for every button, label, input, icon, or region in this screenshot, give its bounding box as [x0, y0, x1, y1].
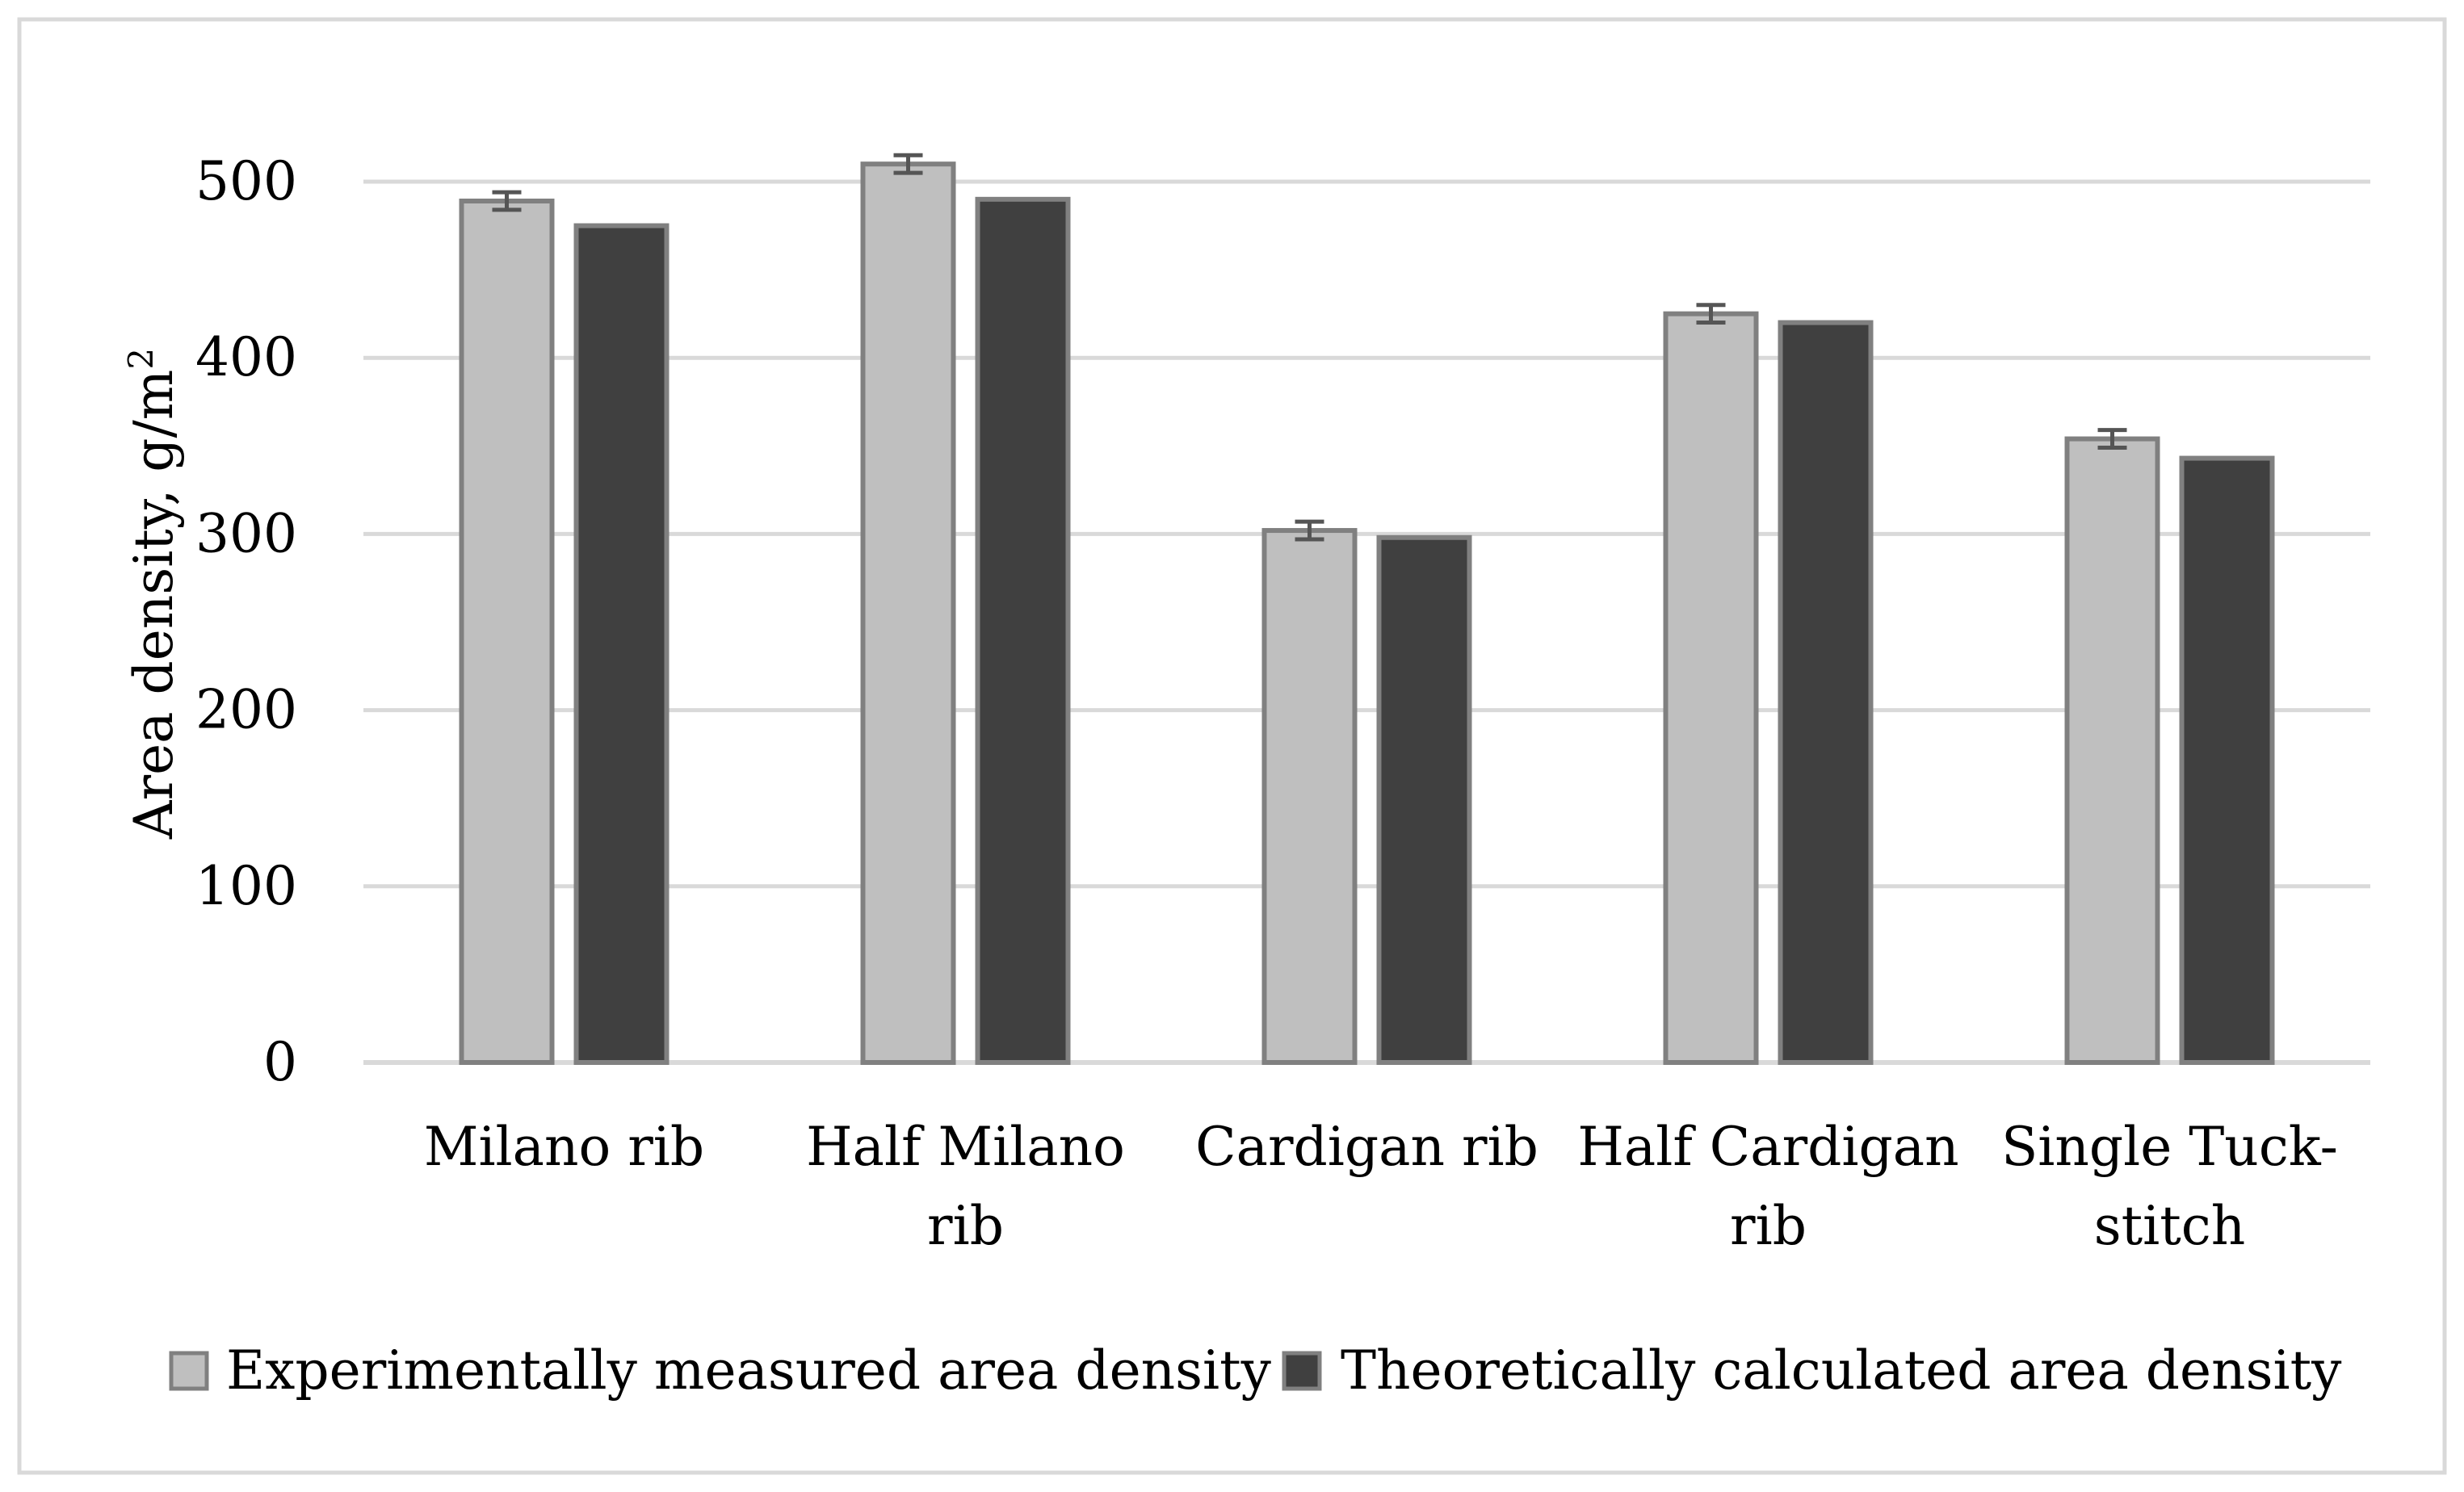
- bar: [1261, 528, 1358, 1065]
- legend-swatch: [169, 1351, 209, 1391]
- x-tick-label: Half Milano rib: [806, 1116, 1125, 1257]
- y-tick-label: 100: [195, 855, 297, 917]
- legend-swatch: [1282, 1351, 1322, 1391]
- bar: [459, 199, 555, 1066]
- bar: [1778, 320, 1874, 1065]
- x-tick-label: Cardigan rib: [1195, 1116, 1538, 1178]
- gridlines: [363, 179, 2370, 1065]
- x-tick-labels: Milano rib Half Milano rib Cardigan rib Half…: [424, 1116, 2338, 1257]
- y-tick-label: 500: [195, 150, 297, 212]
- x-tick-label: Half Cardigan rib: [1577, 1116, 1958, 1257]
- y-tick-label: 0: [263, 1031, 297, 1093]
- bar: [1376, 534, 1472, 1065]
- x-tick-label: Single Tuck-stitch: [2001, 1116, 2338, 1257]
- y-axis-title-text: Area density, g/m: [123, 370, 185, 840]
- bar: [2064, 436, 2160, 1065]
- error-bars: [492, 153, 2127, 542]
- bar: [2179, 455, 2275, 1065]
- bar: [975, 196, 1071, 1066]
- legend-label: Experimentally measured area density: [226, 1339, 1272, 1402]
- chart-border: [17, 17, 2447, 1475]
- y-tick-labels: 0 100 200 300 400 500: [195, 150, 297, 1093]
- y-tick-label: 200: [195, 679, 297, 741]
- bars: [459, 161, 2275, 1066]
- y-axis-title-superscript: 2: [121, 348, 161, 370]
- y-tick-label: 400: [195, 326, 297, 388]
- legend: Experimentally measured area density Theo…: [169, 1339, 2342, 1402]
- bar: [1663, 311, 1759, 1065]
- y-axis-title: Area density, g/m2: [121, 348, 185, 840]
- bar: [860, 161, 956, 1065]
- legend-label: Theoretically calculated area density: [1341, 1339, 2342, 1402]
- y-tick-label: 300: [195, 502, 297, 564]
- bar: [573, 223, 670, 1065]
- x-tick-label: Milano rib: [424, 1116, 704, 1178]
